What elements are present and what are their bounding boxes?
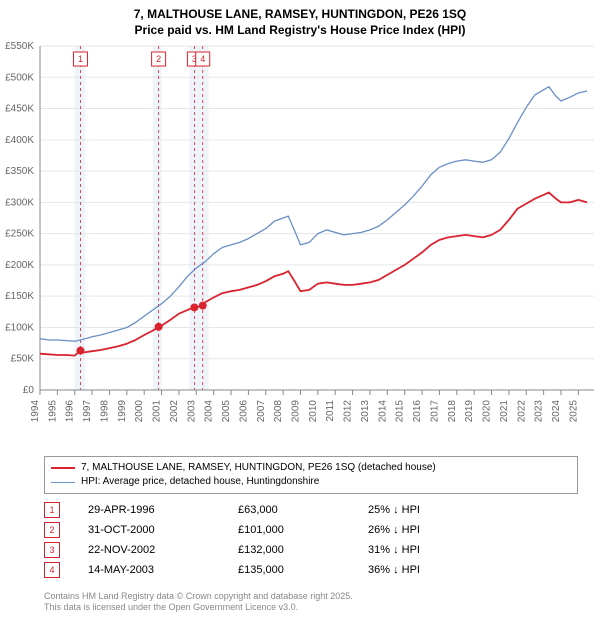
- svg-text:£250K: £250K: [5, 229, 34, 240]
- svg-text:£150K: £150K: [5, 291, 34, 302]
- title-line1: 7, MALTHOUSE LANE, RAMSEY, HUNTINGDON, P…: [0, 6, 600, 22]
- svg-text:2019: 2019: [464, 400, 475, 423]
- svg-text:2013: 2013: [360, 400, 371, 423]
- svg-text:£450K: £450K: [5, 104, 34, 115]
- svg-text:2011: 2011: [325, 400, 336, 422]
- chart-svg: £0 £50K £100K £150K £200K £250K £300K £350K £400…: [0, 42, 600, 452]
- sale-row: 2 31-OCT-2000£101,00026% ↓ HPI: [44, 520, 488, 540]
- sale-number-box: 1: [44, 502, 60, 518]
- sale-date: 14-MAY-2003: [88, 564, 238, 576]
- svg-text:2007: 2007: [256, 400, 267, 423]
- sale-date: 22-NOV-2002: [88, 544, 238, 556]
- sale-date: 31-OCT-2000: [88, 524, 238, 536]
- title-line2: Price paid vs. HM Land Registry's House …: [0, 22, 600, 38]
- legend-item: HPI: Average price, detached house, Hunt…: [51, 475, 571, 489]
- sale-delta: 25% ↓ HPI: [368, 504, 488, 516]
- svg-text:2018: 2018: [447, 400, 458, 423]
- svg-text:2010: 2010: [308, 400, 319, 423]
- svg-text:2014: 2014: [377, 400, 388, 423]
- svg-text:£350K: £350K: [5, 166, 34, 177]
- svg-text:2015: 2015: [395, 400, 406, 423]
- legend-swatch: [51, 467, 75, 469]
- svg-text:4: 4: [200, 54, 205, 64]
- sale-row: 1 29-APR-1996£63,00025% ↓ HPI: [44, 500, 488, 520]
- svg-text:2: 2: [156, 54, 161, 64]
- sale-delta: 31% ↓ HPI: [368, 544, 488, 556]
- svg-text:2006: 2006: [238, 400, 249, 423]
- chart-area: £0 £50K £100K £150K £200K £250K £300K £350K £400…: [0, 42, 600, 452]
- legend-label: 7, MALTHOUSE LANE, RAMSEY, HUNTINGDON, P…: [81, 461, 436, 475]
- svg-text:2008: 2008: [273, 400, 284, 423]
- svg-text:2012: 2012: [343, 400, 354, 423]
- svg-text:£50K: £50K: [11, 354, 35, 365]
- footer-line1: Contains HM Land Registry data © Crown c…: [44, 591, 353, 603]
- sale-price: £101,000: [238, 524, 368, 536]
- svg-text:£0: £0: [23, 385, 35, 396]
- svg-text:£300K: £300K: [5, 197, 34, 208]
- svg-text:1999: 1999: [117, 400, 128, 423]
- sale-number-box: 2: [44, 522, 60, 538]
- svg-text:£200K: £200K: [5, 260, 34, 271]
- svg-text:2001: 2001: [152, 400, 163, 423]
- svg-text:2025: 2025: [568, 400, 579, 423]
- svg-text:1: 1: [78, 54, 83, 64]
- sale-price: £132,000: [238, 544, 368, 556]
- svg-text:2023: 2023: [534, 400, 545, 423]
- legend-label: HPI: Average price, detached house, Hunt…: [81, 475, 319, 489]
- svg-text:£500K: £500K: [5, 72, 34, 83]
- svg-text:2021: 2021: [499, 400, 510, 423]
- svg-text:1995: 1995: [47, 400, 58, 423]
- svg-text:£400K: £400K: [5, 135, 34, 146]
- footer-note: Contains HM Land Registry data © Crown c…: [44, 591, 353, 614]
- svg-text:2004: 2004: [204, 400, 215, 423]
- sales-table: 1 29-APR-1996£63,00025% ↓ HPI 2 31-OCT-2000…: [44, 500, 488, 580]
- sale-price: £63,000: [238, 504, 368, 516]
- svg-text:2017: 2017: [429, 400, 440, 423]
- sale-row: 4 14-MAY-2003£135,00036% ↓ HPI: [44, 560, 488, 580]
- svg-text:2003: 2003: [186, 400, 197, 423]
- svg-text:1998: 1998: [99, 400, 110, 423]
- sale-date: 29-APR-1996: [88, 504, 238, 516]
- svg-text:2005: 2005: [221, 400, 232, 423]
- sale-delta: 26% ↓ HPI: [368, 524, 488, 536]
- svg-text:2016: 2016: [412, 400, 423, 423]
- svg-text:1996: 1996: [65, 400, 76, 423]
- svg-text:£100K: £100K: [5, 322, 34, 333]
- legend: 7, MALTHOUSE LANE, RAMSEY, HUNTINGDON, P…: [44, 456, 578, 494]
- svg-text:2020: 2020: [482, 400, 493, 423]
- svg-text:2000: 2000: [134, 400, 145, 423]
- svg-text:1997: 1997: [82, 400, 93, 423]
- svg-text:£550K: £550K: [5, 42, 34, 52]
- sale-delta: 36% ↓ HPI: [368, 564, 488, 576]
- svg-text:2022: 2022: [516, 400, 527, 423]
- sale-number-box: 3: [44, 542, 60, 558]
- sale-price: £135,000: [238, 564, 368, 576]
- legend-item: 7, MALTHOUSE LANE, RAMSEY, HUNTINGDON, P…: [51, 461, 571, 475]
- svg-text:1994: 1994: [30, 400, 41, 423]
- chart-title: 7, MALTHOUSE LANE, RAMSEY, HUNTINGDON, P…: [0, 0, 600, 38]
- svg-text:2002: 2002: [169, 400, 180, 423]
- svg-text:2024: 2024: [551, 400, 562, 423]
- footer-line2: This data is licensed under the Open Gov…: [44, 602, 353, 614]
- sale-row: 3 22-NOV-2002£132,00031% ↓ HPI: [44, 540, 488, 560]
- sale-number-box: 4: [44, 562, 60, 578]
- legend-swatch: [51, 482, 75, 483]
- svg-text:2009: 2009: [291, 400, 302, 423]
